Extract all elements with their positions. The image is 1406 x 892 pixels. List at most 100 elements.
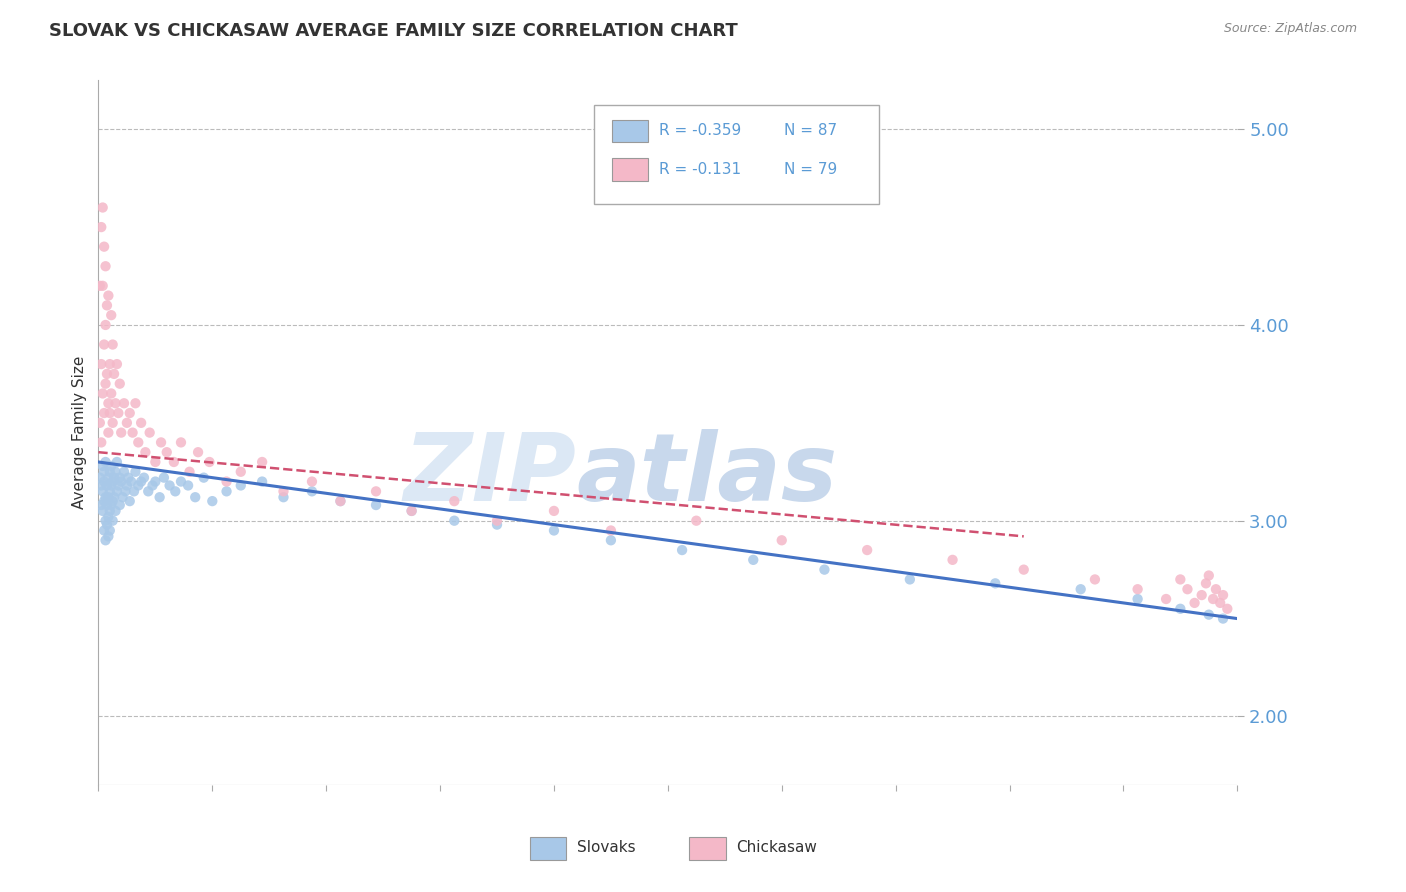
Point <box>1126 582 1149 597</box>
Point <box>97 396 120 410</box>
Point <box>600 524 623 538</box>
Point <box>91 278 114 293</box>
Point <box>179 465 201 479</box>
Point <box>984 576 1007 591</box>
Point <box>115 478 138 492</box>
Point <box>103 470 125 484</box>
Point <box>1209 596 1232 610</box>
Point <box>100 458 122 473</box>
Point <box>1212 588 1234 602</box>
Point <box>96 478 118 492</box>
Point <box>93 240 115 254</box>
Point <box>543 524 565 538</box>
Point <box>112 465 135 479</box>
Point <box>813 563 835 577</box>
Y-axis label: Average Family Size: Average Family Size <box>72 356 87 509</box>
Point <box>163 455 186 469</box>
Point <box>1198 607 1220 622</box>
Point <box>118 406 141 420</box>
Point <box>107 478 129 492</box>
Point <box>401 504 423 518</box>
Point <box>94 490 117 504</box>
Point <box>89 278 111 293</box>
Point <box>486 514 509 528</box>
Point <box>770 533 793 548</box>
Point <box>134 445 156 459</box>
Text: Source: ZipAtlas.com: Source: ZipAtlas.com <box>1223 22 1357 36</box>
Text: R = -0.359: R = -0.359 <box>659 123 741 137</box>
Point <box>118 494 141 508</box>
Point <box>90 220 112 235</box>
Point <box>170 435 193 450</box>
Point <box>100 478 122 492</box>
Point <box>108 470 131 484</box>
Point <box>129 475 152 489</box>
Point <box>100 498 122 512</box>
Point <box>170 475 193 489</box>
Point <box>94 514 117 528</box>
Point <box>98 465 121 479</box>
Point <box>145 475 167 489</box>
FancyBboxPatch shape <box>612 120 648 143</box>
Point <box>600 533 623 548</box>
Point <box>250 475 273 489</box>
Point <box>97 529 120 543</box>
Point <box>104 396 127 410</box>
Point <box>898 573 921 587</box>
Point <box>132 470 155 484</box>
Point <box>141 478 163 492</box>
Point <box>165 484 187 499</box>
Point <box>110 475 132 489</box>
Text: N = 79: N = 79 <box>785 161 837 177</box>
Point <box>103 490 125 504</box>
Point <box>93 524 115 538</box>
Point <box>90 478 112 492</box>
Point <box>94 318 117 332</box>
Point <box>145 455 167 469</box>
Point <box>103 367 125 381</box>
Point <box>121 425 143 440</box>
Point <box>443 494 465 508</box>
Point <box>1012 563 1035 577</box>
Point <box>138 425 160 440</box>
Point <box>98 504 121 518</box>
Point <box>112 396 135 410</box>
Point <box>94 455 117 469</box>
Point <box>127 435 149 450</box>
Point <box>93 494 115 508</box>
Point <box>229 465 252 479</box>
Point <box>129 416 152 430</box>
Point <box>120 475 142 489</box>
Point <box>89 470 111 484</box>
Point <box>136 484 159 499</box>
Point <box>105 357 128 371</box>
Point <box>93 475 115 489</box>
Point <box>91 484 114 499</box>
Point <box>685 514 707 528</box>
Point <box>159 478 181 492</box>
Point <box>364 498 387 512</box>
Point <box>94 259 117 273</box>
Point <box>215 475 238 489</box>
Point <box>101 475 124 489</box>
Point <box>107 406 129 420</box>
Point <box>1191 588 1213 602</box>
Point <box>187 445 209 459</box>
Point <box>1195 576 1218 591</box>
Point <box>108 376 131 391</box>
Point <box>105 455 128 469</box>
Point <box>127 478 149 492</box>
Point <box>98 524 121 538</box>
Point <box>98 357 121 371</box>
Point <box>97 425 120 440</box>
Point <box>1202 592 1225 607</box>
Point <box>856 543 879 558</box>
Point <box>117 470 139 484</box>
FancyBboxPatch shape <box>530 837 567 860</box>
Point <box>329 494 352 508</box>
Point <box>90 357 112 371</box>
Point <box>114 484 136 499</box>
Point <box>110 425 132 440</box>
Point <box>156 445 179 459</box>
Point <box>97 490 120 504</box>
